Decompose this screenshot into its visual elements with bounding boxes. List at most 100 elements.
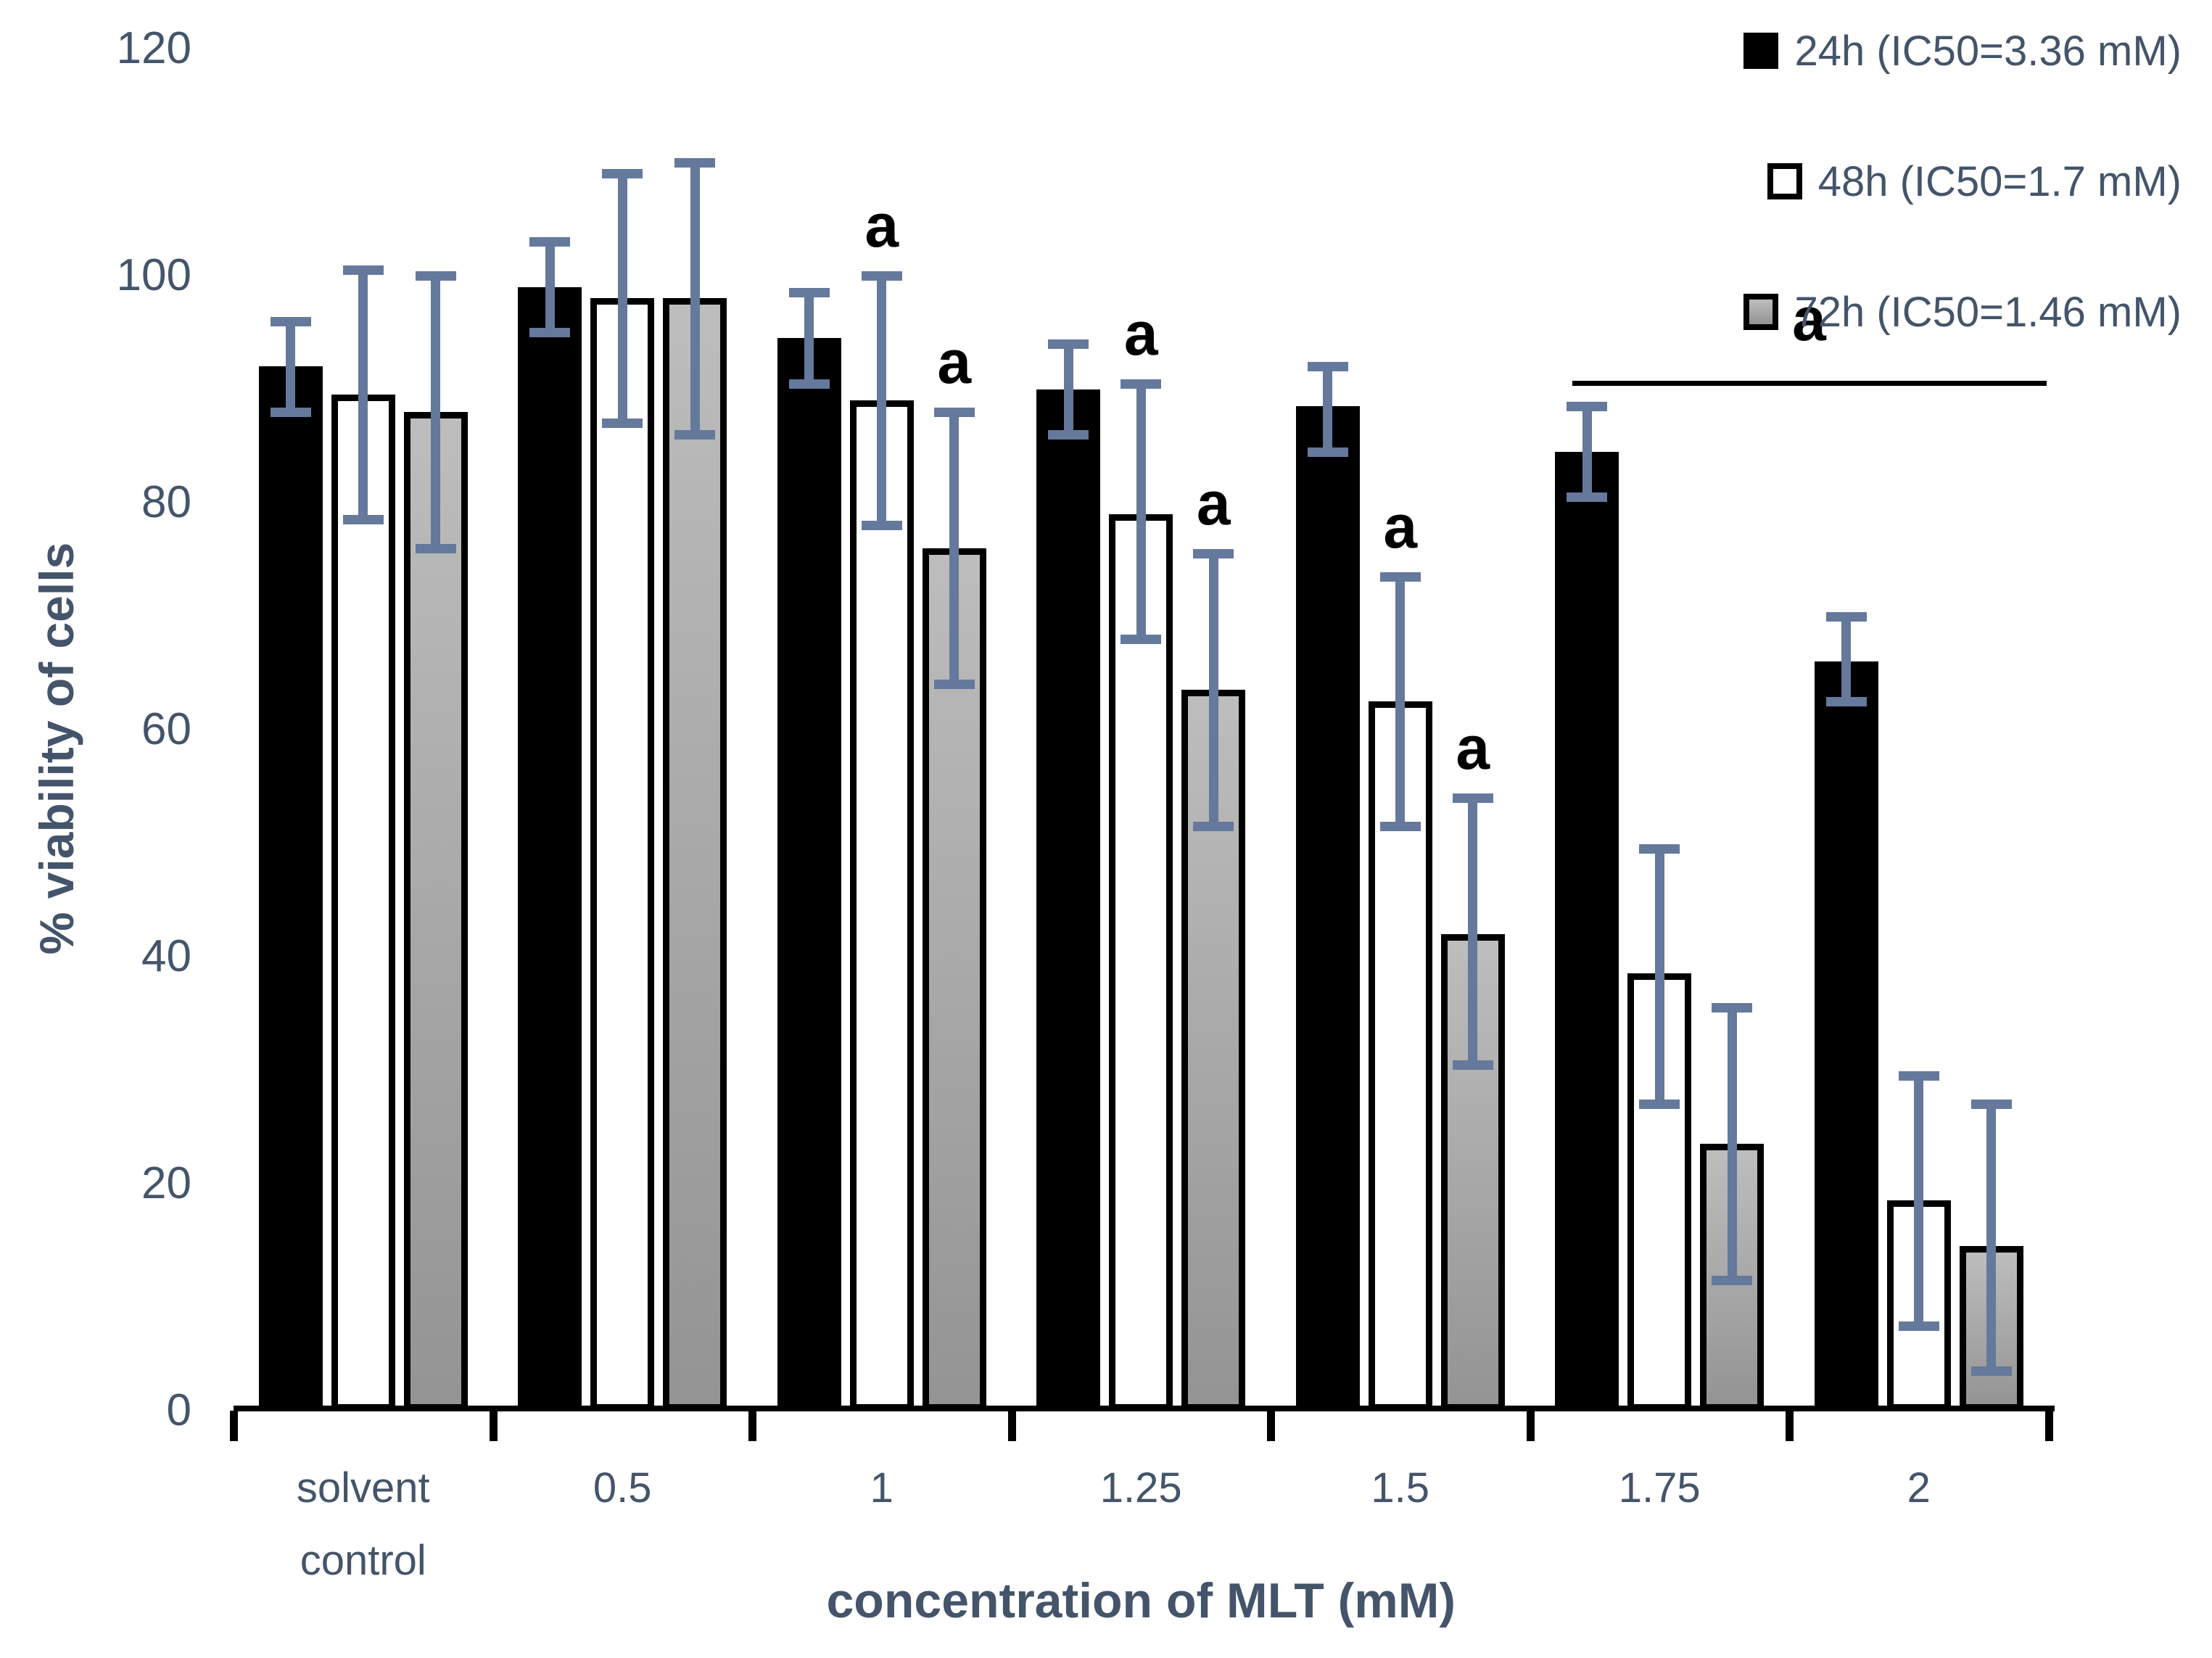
error-bar-24h-1.75-top-cap <box>1567 401 1608 411</box>
bar-72h-0.5 <box>663 298 727 1411</box>
error-bar-48h-1.25-bottom-cap <box>1121 634 1162 644</box>
error-bar-48h-2-bottom-cap <box>1898 1321 1939 1331</box>
error-bar-24h-1-bottom-cap <box>788 379 830 389</box>
x-tick-label-1.75: 1.75 <box>1618 1464 1701 1511</box>
error-bar-24h-1 <box>804 292 814 384</box>
error-bar-72h-1.25 <box>1208 553 1218 827</box>
legend-item-48h: 48h (IC50=1.7 mM) <box>1743 152 2182 210</box>
x-axis-tick <box>1007 1411 1016 1441</box>
error-bar-72h-1-top-cap <box>933 407 975 417</box>
error-bar-24h-1.25-bottom-cap <box>1048 430 1089 440</box>
error-bar-72h-1.25-top-cap <box>1193 549 1234 559</box>
legend-item-24h: 24h (IC50=3.36 mM) <box>1743 22 2182 80</box>
error-bar-48h-1.5 <box>1395 576 1406 827</box>
error-bar-72h-1.75-top-cap <box>1712 1003 1753 1013</box>
error-bar-48h-2 <box>1914 1076 1924 1326</box>
error-bar-48h-1.75-bottom-cap <box>1639 1100 1680 1110</box>
legend-swatch-white-icon <box>1767 163 1802 199</box>
x-tick-label-1: 1 <box>870 1464 894 1511</box>
bar-24h-1.25 <box>1036 389 1101 1411</box>
x-tick-label-1.5: 1.5 <box>1371 1464 1430 1511</box>
bar-72h-1.5 <box>1440 933 1505 1411</box>
error-bar-72h-1.5-bottom-cap <box>1452 1060 1493 1070</box>
error-bar-72h-1.25-bottom-cap <box>1193 822 1234 832</box>
sig-letter-72h-1.25: a <box>1196 469 1231 538</box>
error-bar-72h-0.5-bottom-cap <box>674 430 716 440</box>
error-bar-24h-1.25-top-cap <box>1048 339 1089 349</box>
bar-72h-1 <box>922 548 986 1411</box>
x-tick-label-1.25: 1.25 <box>1099 1464 1182 1511</box>
bar-24h-1 <box>777 338 841 1411</box>
x-tick-label-solvent-control: solvent control <box>296 1464 430 1584</box>
y-tick-label-80: 80 <box>141 477 191 527</box>
x-axis-tick <box>1786 1411 1794 1441</box>
error-bar-72h-2-bottom-cap <box>1970 1366 2012 1377</box>
error-bar-48h-1 <box>877 276 887 526</box>
error-bar-24h-2 <box>1841 616 1852 701</box>
error-bar-24h-1.5-bottom-cap <box>1307 447 1348 457</box>
error-bar-72h-1.5-top-cap <box>1452 793 1493 803</box>
error-bar-72h-2 <box>1986 1104 1997 1372</box>
error-bar-72h-solvent-control-bottom-cap <box>415 543 456 553</box>
x-axis-tick <box>489 1411 498 1441</box>
x-tick-label-2: 2 <box>1907 1464 1931 1511</box>
x-axis-tick <box>1267 1411 1275 1441</box>
y-tick-label-120: 120 <box>116 23 191 73</box>
x-axis-title: concentration of MLT (mM) <box>826 1573 1456 1628</box>
x-axis-tick <box>230 1411 238 1441</box>
error-bar-24h-1.75 <box>1582 405 1592 498</box>
legend-swatch-black-icon <box>1743 33 1779 69</box>
error-bar-48h-1-top-cap <box>861 271 902 281</box>
error-bar-24h-1.25 <box>1063 343 1073 435</box>
error-bar-24h-solvent-control-top-cap <box>270 316 311 326</box>
error-bar-48h-solvent-control <box>358 270 368 520</box>
legend-label: 24h (IC50=3.36 mM) <box>1794 27 2182 75</box>
bar-24h-2 <box>1814 661 1878 1411</box>
error-bar-48h-1-bottom-cap <box>861 521 902 531</box>
error-bar-48h-1.25-top-cap <box>1121 379 1162 389</box>
sig-letter-48h-1.25: a <box>1123 299 1158 368</box>
y-tick-label-100: 100 <box>116 250 191 300</box>
sig-letter-72h-1: a <box>937 327 972 396</box>
error-bar-72h-0.5-top-cap <box>674 157 716 168</box>
error-bar-24h-1.5 <box>1323 366 1333 452</box>
y-tick-label-60: 60 <box>141 704 191 754</box>
error-bar-48h-solvent-control-top-cap <box>342 265 384 276</box>
error-bar-72h-solvent-control <box>431 276 441 548</box>
sig-letter-48h-1: a <box>864 191 899 260</box>
error-bar-72h-1.75 <box>1727 1007 1737 1281</box>
error-bar-72h-1.75-bottom-cap <box>1712 1276 1753 1286</box>
x-tick-label-0.5: 0.5 <box>593 1464 652 1511</box>
y-tick-label-20: 20 <box>141 1158 191 1208</box>
bar-24h-1.5 <box>1295 405 1360 1411</box>
x-axis-tick <box>2044 1411 2053 1441</box>
bar-24h-1.75 <box>1555 451 1619 1411</box>
error-bar-24h-2-bottom-cap <box>1825 696 1867 706</box>
error-bar-48h-solvent-control-bottom-cap <box>342 515 384 525</box>
error-bar-24h-1.75-bottom-cap <box>1567 492 1608 503</box>
error-bar-24h-solvent-control <box>286 321 296 412</box>
error-bar-48h-1.75-top-cap <box>1639 844 1680 854</box>
error-bar-48h-2-top-cap <box>1898 1071 1939 1081</box>
bar-48h-1 <box>849 400 914 1411</box>
bar-24h-0.5 <box>518 286 582 1411</box>
error-bar-24h-solvent-control-bottom-cap <box>270 407 311 417</box>
bar-48h-1.75 <box>1627 973 1692 1411</box>
legend-label: 72h (IC50=1.46 mM) <box>1794 288 2182 336</box>
error-bar-24h-1.5-top-cap <box>1307 362 1348 372</box>
error-bar-24h-2-top-cap <box>1825 611 1867 622</box>
error-bar-24h-0.5 <box>545 242 555 333</box>
error-bar-48h-1.75 <box>1654 849 1664 1105</box>
sig-bracket-line <box>1572 381 2047 386</box>
sig-letter-72h-1.5: a <box>1456 713 1490 782</box>
legend-item-72h: 72h (IC50=1.46 mM) <box>1743 283 2182 341</box>
error-bar-48h-0.5 <box>617 173 627 424</box>
error-bar-48h-0.5-top-cap <box>602 169 643 179</box>
error-bar-72h-0.5 <box>690 162 700 435</box>
error-bar-24h-0.5-bottom-cap <box>529 328 571 338</box>
error-bar-72h-2-top-cap <box>1970 1100 2012 1110</box>
bar-48h-1.25 <box>1109 514 1173 1411</box>
error-bar-72h-1 <box>949 411 960 685</box>
error-bar-72h-1.5 <box>1468 797 1478 1065</box>
